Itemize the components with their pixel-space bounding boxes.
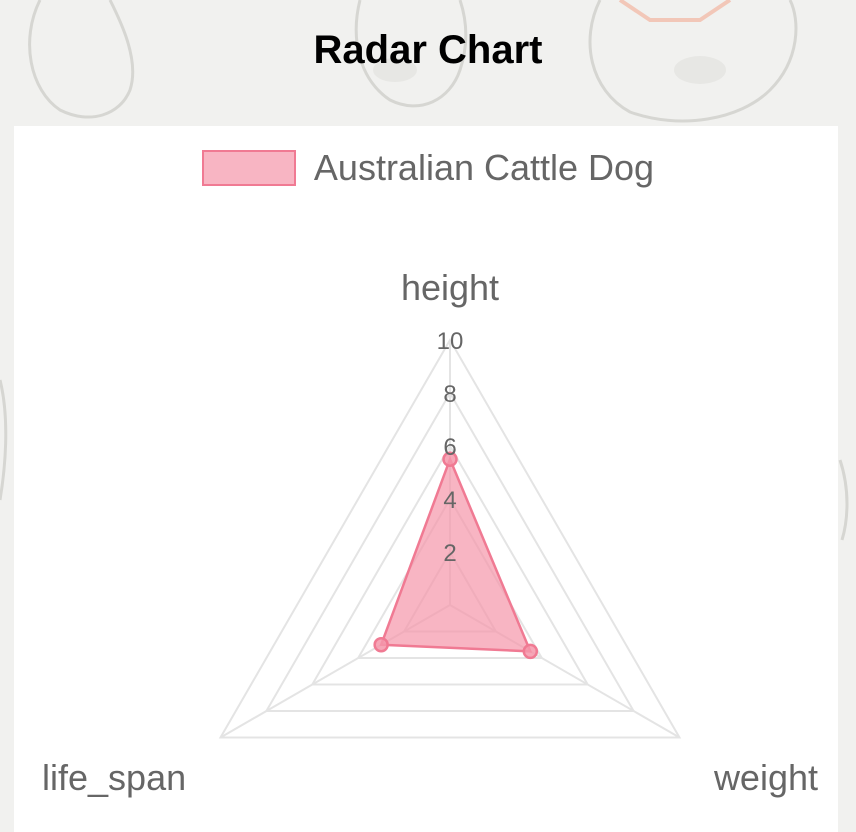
- chart-legend[interactable]: Australian Cattle Dog: [0, 145, 856, 191]
- data-point-height[interactable]: [442, 451, 458, 467]
- data-point-life_span[interactable]: [373, 637, 389, 653]
- axis-label-life_span: life_span: [42, 757, 186, 798]
- radar-grid-ring: [310, 444, 590, 686]
- legend-label[interactable]: Australian Cattle Dog: [313, 147, 655, 188]
- radar-grid-ring: [264, 391, 636, 712]
- radar-series: [373, 451, 539, 660]
- tick-label: 2: [443, 540, 456, 567]
- series-area[interactable]: [379, 455, 533, 653]
- radar-axis-labels: height weight life_span: [42, 267, 818, 798]
- page-title: Radar Chart: [313, 28, 543, 72]
- radar-grid-ring: [218, 337, 682, 739]
- tick-label: 6: [443, 434, 456, 461]
- axis-label-weight: weight: [713, 757, 818, 798]
- legend-swatch[interactable]: [201, 150, 296, 186]
- tick-label: 8: [443, 381, 456, 408]
- tick-label: 4: [443, 487, 456, 514]
- radar-ticks: 2 4 6 8 10: [437, 328, 464, 567]
- data-point-weight[interactable]: [522, 643, 539, 660]
- axis-label-height: height: [401, 267, 499, 308]
- tick-label: 10: [437, 328, 464, 355]
- chart-card: [14, 126, 838, 832]
